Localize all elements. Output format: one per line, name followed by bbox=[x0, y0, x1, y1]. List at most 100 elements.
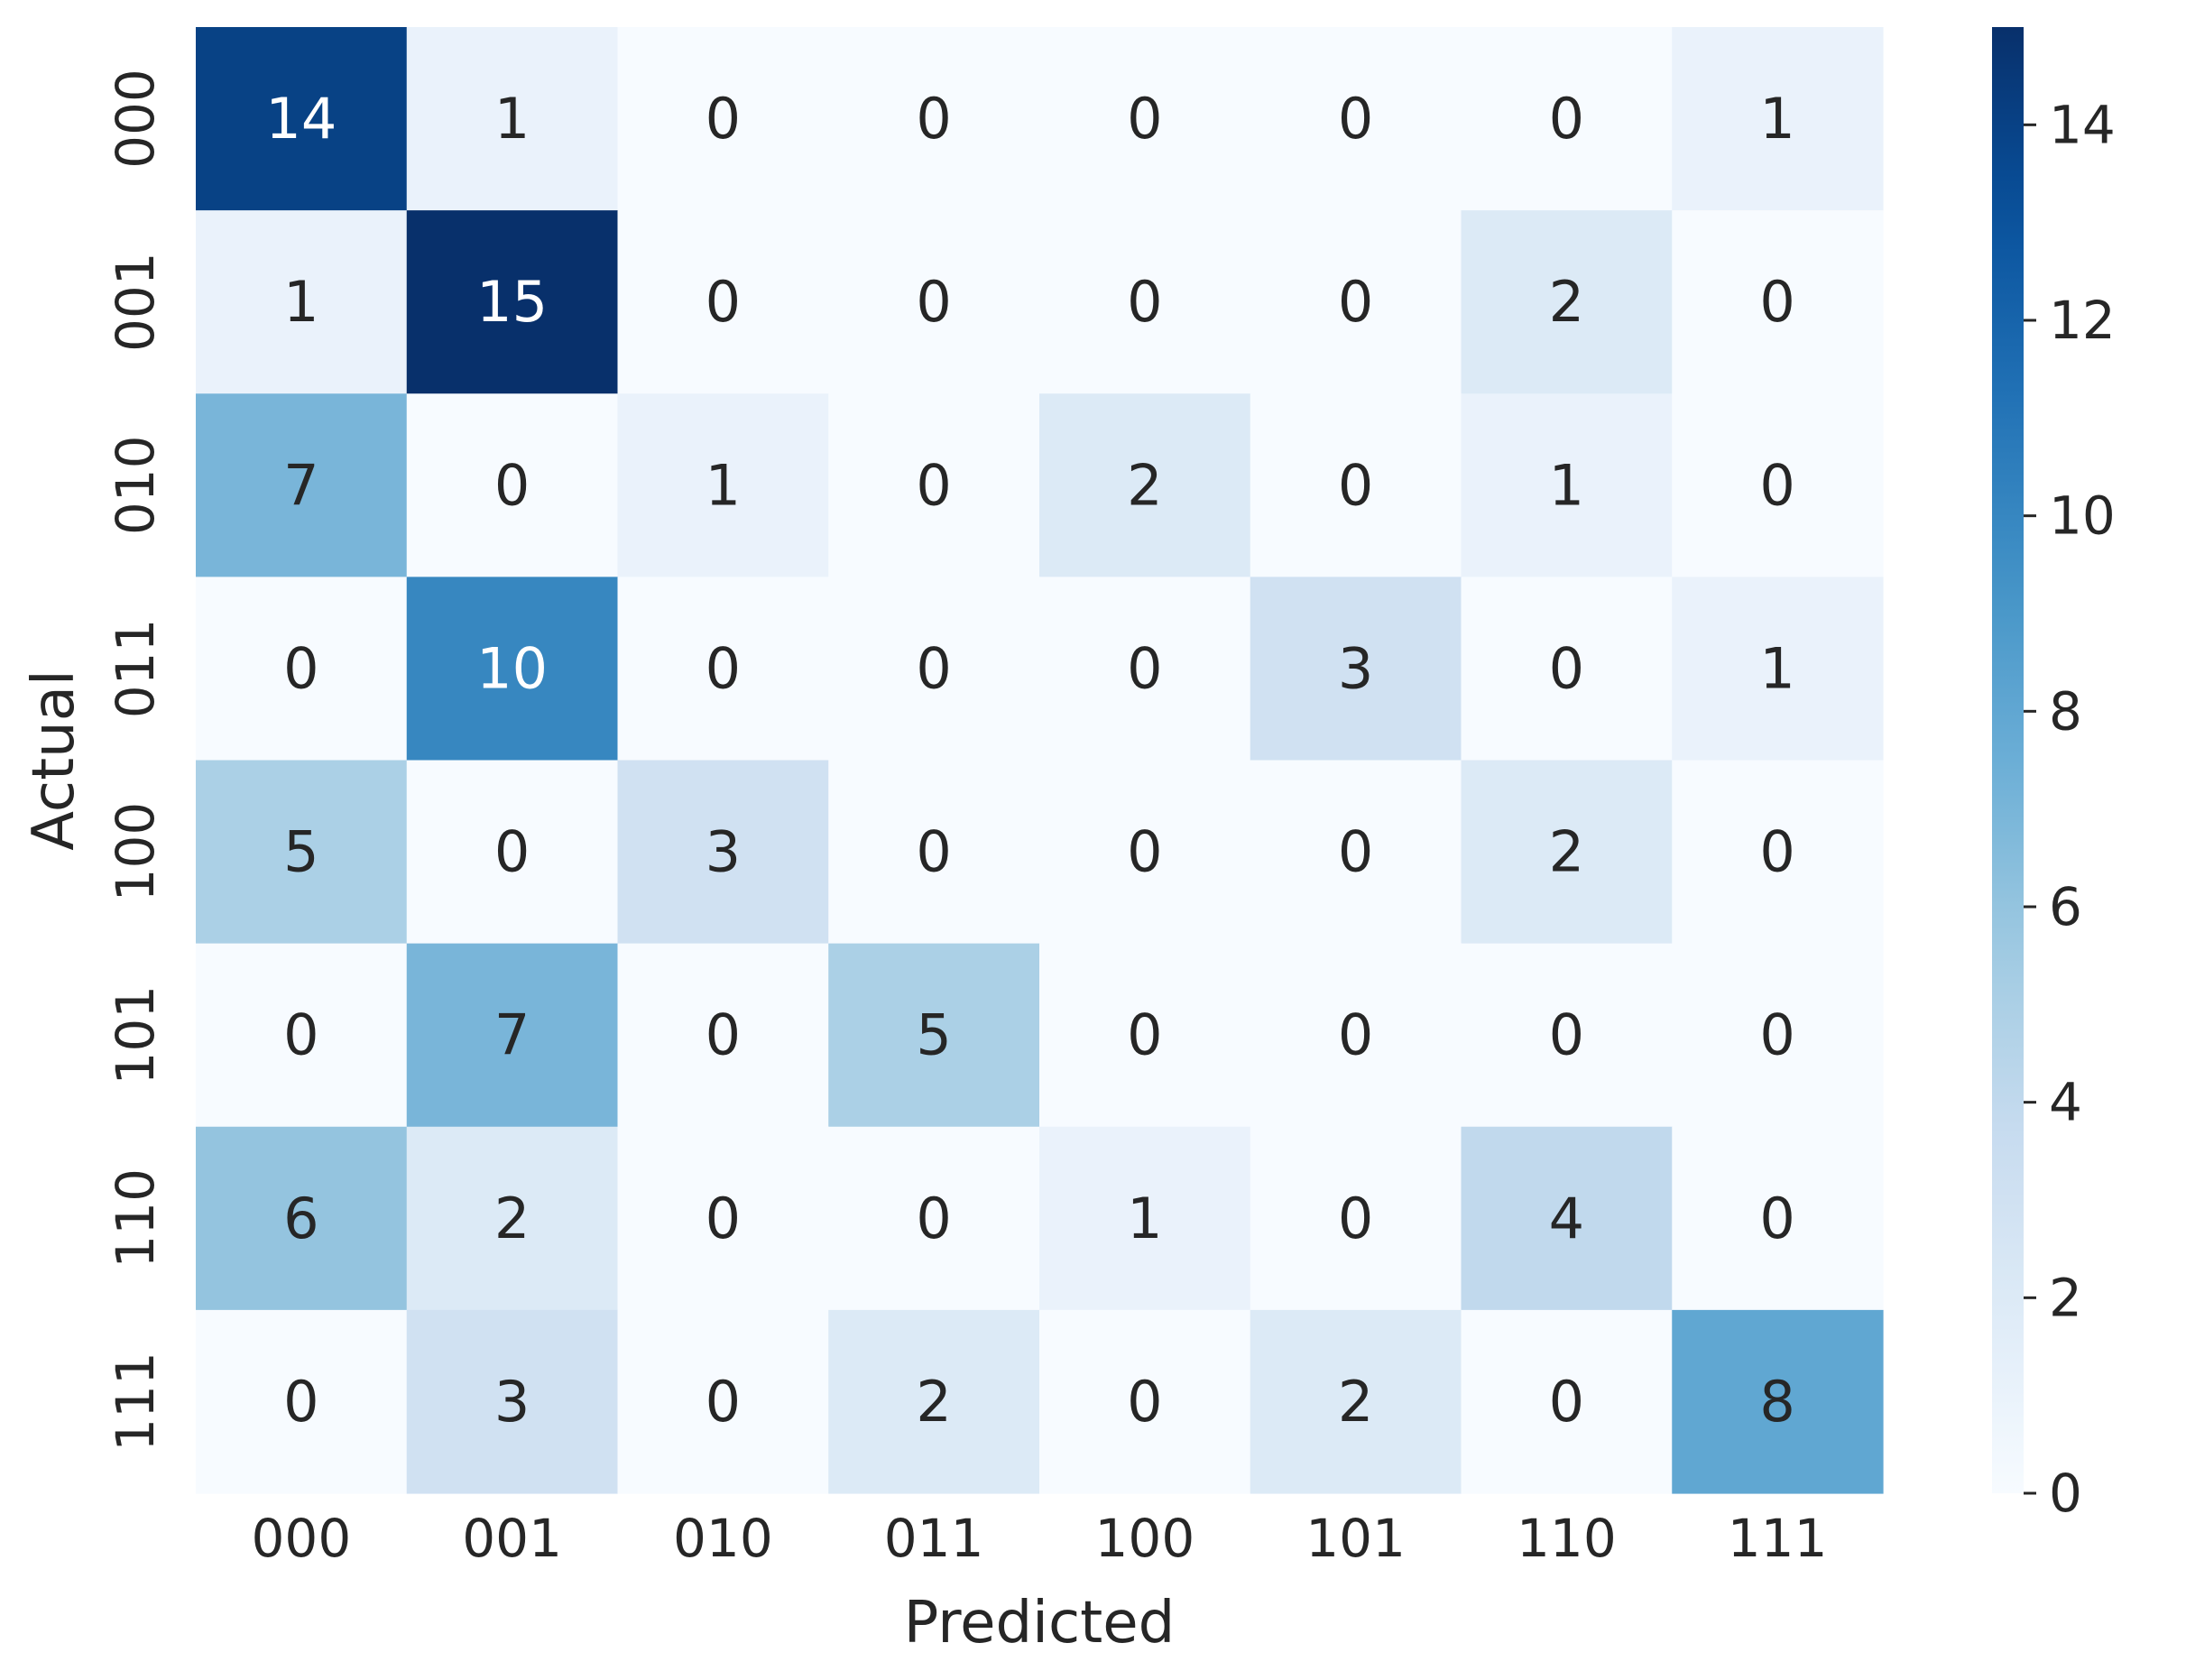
heatmap-cell-100-001 bbox=[406, 760, 619, 945]
cell-value-label: 0 bbox=[1127, 635, 1162, 701]
heatmap-cell-011-010 bbox=[617, 577, 829, 762]
y-axis-title: Actual bbox=[21, 669, 88, 851]
heatmap-cell-101-111 bbox=[1672, 943, 1884, 1128]
heatmap-cell-010-001 bbox=[406, 393, 619, 577]
heatmap-cell-011-000 bbox=[196, 577, 408, 762]
cell-value-label: 0 bbox=[706, 86, 741, 152]
cell-value-label: 0 bbox=[916, 269, 951, 335]
heatmap-cell-100-111 bbox=[1672, 760, 1884, 945]
cell-value-label: 0 bbox=[1127, 1002, 1162, 1068]
heatmap-cell-111-000 bbox=[196, 1309, 408, 1494]
x-tick-label: 111 bbox=[1728, 1508, 1828, 1569]
cell-value-label: 0 bbox=[1338, 1002, 1373, 1068]
y-tick-label: 100 bbox=[105, 802, 166, 902]
x-axis-tick-labels: 000 001 010 011 100 101 110 111 bbox=[252, 1508, 1828, 1569]
colorbar-tick-label: 6 bbox=[2049, 876, 2082, 937]
x-tick-label: 100 bbox=[1095, 1508, 1195, 1569]
y-tick-label: 001 bbox=[105, 252, 166, 352]
x-tick-label: 010 bbox=[673, 1508, 773, 1569]
cell-value-label: 6 bbox=[283, 1186, 318, 1251]
colorbar-tick-labels: 0 2 4 6 8 10 12 14 bbox=[2024, 94, 2116, 1524]
cell-value-label: 1 bbox=[494, 86, 530, 152]
heatmap-cell-110-011 bbox=[828, 1126, 1040, 1311]
colorbar-tick-label: 8 bbox=[2049, 680, 2082, 742]
heatmap-cell-111-110 bbox=[1461, 1309, 1673, 1494]
cell-value-label: 0 bbox=[1338, 819, 1373, 885]
heatmap-cell-001-001 bbox=[406, 210, 619, 394]
y-tick-label: 010 bbox=[105, 435, 166, 535]
heatmap-cell-000-101 bbox=[1250, 27, 1462, 211]
cell-value-label: 0 bbox=[1759, 819, 1794, 885]
heatmap-cell-010-101 bbox=[1250, 393, 1462, 577]
heatmap-cell-000-010 bbox=[617, 27, 829, 211]
colorbar-tick-label: 2 bbox=[2049, 1267, 2082, 1328]
heatmap-cell-101-100 bbox=[1039, 943, 1251, 1128]
cell-value-label: 0 bbox=[1549, 86, 1584, 152]
heatmap-cell-010-000 bbox=[196, 393, 408, 577]
cell-value-label: 0 bbox=[1759, 1002, 1794, 1068]
cell-value-label: 0 bbox=[1759, 1186, 1794, 1251]
heatmap-cell-000-000 bbox=[196, 27, 408, 211]
cell-value-label: 0 bbox=[916, 1186, 951, 1251]
cell-value-label: 1 bbox=[1127, 1186, 1162, 1251]
cell-value-label: 2 bbox=[1549, 269, 1584, 335]
colorbar-tick-label: 12 bbox=[2049, 290, 2116, 351]
heatmap-cell-111-111 bbox=[1672, 1309, 1884, 1494]
x-tick-label: 001 bbox=[462, 1508, 562, 1569]
heatmap-cell-100-100 bbox=[1039, 760, 1251, 945]
heatmap-cell-110-001 bbox=[406, 1126, 619, 1311]
cell-value-label: 0 bbox=[1338, 1186, 1373, 1251]
heatmap-cell-110-100 bbox=[1039, 1126, 1251, 1311]
cell-value-label: 0 bbox=[283, 1369, 318, 1435]
heatmap-cells bbox=[196, 27, 1884, 1494]
y-tick-label: 011 bbox=[105, 619, 166, 719]
cell-value-label: 0 bbox=[283, 635, 318, 701]
cell-value-label: 0 bbox=[916, 452, 951, 518]
cell-value-label: 0 bbox=[916, 819, 951, 885]
heatmap-cell-111-101 bbox=[1250, 1309, 1462, 1494]
heatmap-cell-001-000 bbox=[196, 210, 408, 394]
cell-value-label: 5 bbox=[916, 1002, 951, 1068]
cell-value-label: 1 bbox=[1759, 86, 1794, 152]
cell-value-label: 0 bbox=[1338, 86, 1373, 152]
y-axis-tick-labels: 000 001 010 011 100 101 110 111 bbox=[105, 69, 166, 1452]
heatmap-cell-001-011 bbox=[828, 210, 1040, 394]
heatmap-cell-010-011 bbox=[828, 393, 1040, 577]
cell-value-label: 10 bbox=[476, 635, 548, 701]
cell-value-label: 4 bbox=[1549, 1186, 1584, 1251]
colorbar bbox=[1992, 27, 2024, 1493]
x-tick-label: 011 bbox=[884, 1508, 984, 1569]
cell-value-label: 2 bbox=[494, 1186, 530, 1251]
colorbar-tick-label: 14 bbox=[2049, 94, 2116, 155]
cell-value-label: 0 bbox=[706, 635, 741, 701]
cell-value-label: 0 bbox=[1759, 269, 1794, 335]
heatmap-cell-101-001 bbox=[406, 943, 619, 1128]
heatmap-cell-100-010 bbox=[617, 760, 829, 945]
cell-value-label: 0 bbox=[494, 819, 530, 885]
cell-value-label: 0 bbox=[916, 635, 951, 701]
colorbar-tick-label: 4 bbox=[2049, 1072, 2082, 1133]
cell-value-label: 0 bbox=[494, 452, 530, 518]
cell-value-label: 0 bbox=[1549, 1002, 1584, 1068]
heatmap-cell-100-110 bbox=[1461, 760, 1673, 945]
cell-value-label: 2 bbox=[1549, 819, 1584, 885]
x-tick-label: 110 bbox=[1517, 1508, 1617, 1569]
cell-value-label: 8 bbox=[1759, 1369, 1794, 1435]
cell-value-label: 1 bbox=[1549, 452, 1584, 518]
heatmap-cell-001-111 bbox=[1672, 210, 1884, 394]
cell-value-label: 2 bbox=[1338, 1369, 1373, 1435]
heatmap-cell-011-001 bbox=[406, 577, 619, 762]
cell-value-label: 3 bbox=[706, 819, 741, 885]
heatmap-cell-110-101 bbox=[1250, 1126, 1462, 1311]
y-tick-label: 111 bbox=[105, 1352, 166, 1452]
cell-value-label: 1 bbox=[706, 452, 741, 518]
cell-value-label: 1 bbox=[283, 269, 318, 335]
cell-value-label: 0 bbox=[706, 1186, 741, 1251]
heatmap-cell-001-101 bbox=[1250, 210, 1462, 394]
heatmap-cell-010-100 bbox=[1039, 393, 1251, 577]
heatmap-cell-000-100 bbox=[1039, 27, 1251, 211]
cell-value-label: 15 bbox=[476, 269, 548, 335]
y-tick-label: 110 bbox=[105, 1168, 166, 1269]
cell-value-label: 14 bbox=[265, 86, 337, 152]
